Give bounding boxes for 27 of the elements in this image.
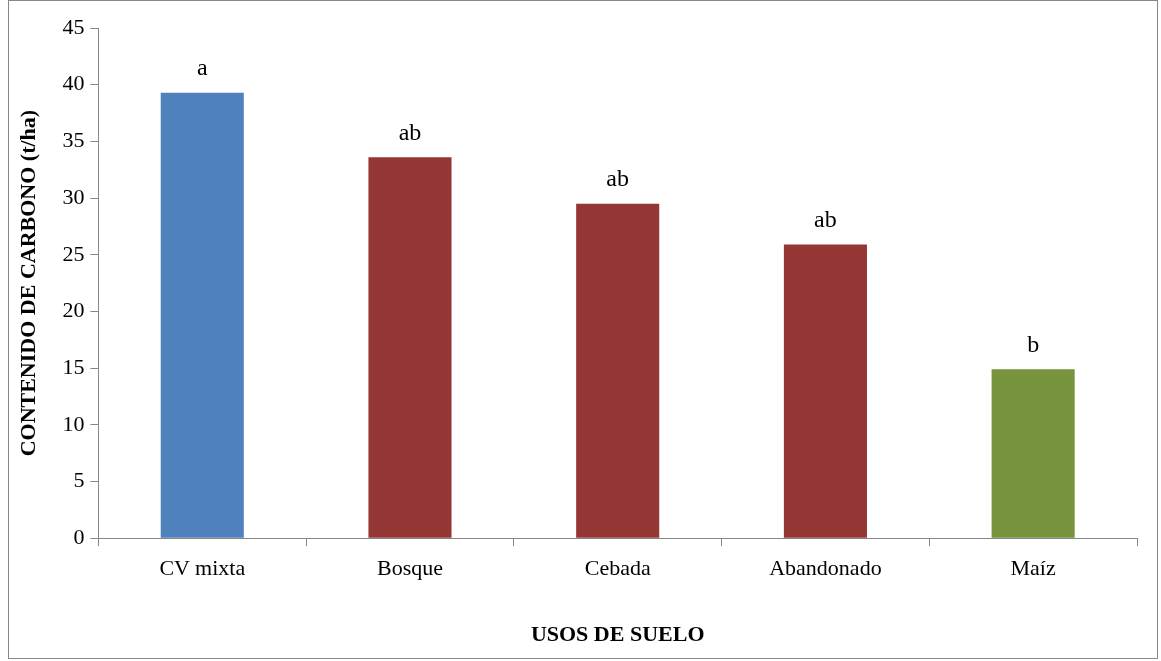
y-tick-label: 35 — [62, 127, 85, 153]
x-tick-label: Bosque — [376, 555, 443, 581]
y-tick-label: 10 — [62, 410, 85, 436]
bar — [991, 369, 1075, 538]
x-tick-label: Cebada — [584, 555, 651, 581]
x-tick-label: CV mixta — [159, 555, 246, 581]
annotation: ab — [398, 118, 422, 145]
annotation: b — [1027, 330, 1040, 357]
y-tick-label: 20 — [62, 297, 85, 323]
bar — [783, 244, 867, 538]
y-tick-label: 30 — [62, 183, 85, 209]
y-tick-label: 0 — [73, 523, 85, 549]
y-tick-label: 40 — [62, 70, 85, 96]
y-tick-label: 45 — [62, 13, 85, 39]
y-axis-title: CONTENIDO DE CARBONO (t/ha) — [14, 109, 40, 457]
bar — [576, 203, 660, 538]
y-tick-label: 25 — [62, 240, 85, 266]
x-tick-label: Abandonado — [769, 555, 882, 581]
annotation: ab — [606, 165, 630, 192]
annotation: ab — [814, 205, 837, 232]
bar — [160, 92, 244, 538]
x-tick-label: Maíz — [1010, 555, 1056, 581]
annotation: a — [196, 53, 208, 80]
y-tick-label: 15 — [62, 353, 85, 379]
x-axis-title: USOS DE SUELO — [530, 621, 705, 647]
y-tick-label: 5 — [73, 467, 85, 493]
bar — [368, 157, 452, 538]
